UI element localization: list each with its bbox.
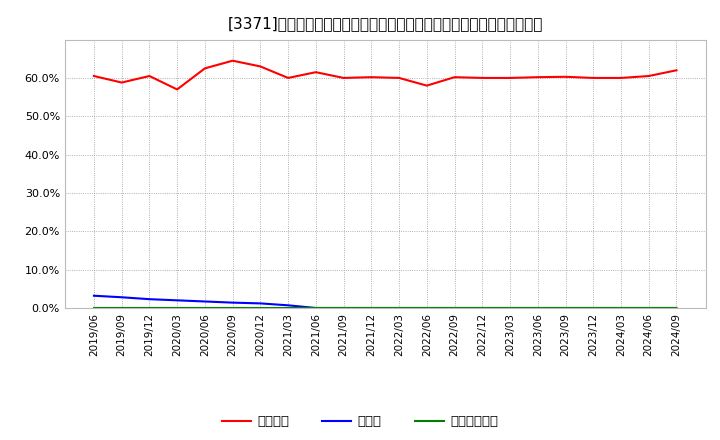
自己資本 — [395, 75, 403, 81]
のれん — [367, 305, 376, 311]
のれん — [423, 305, 431, 311]
自己資本 — [561, 74, 570, 80]
自己資本 — [672, 68, 681, 73]
Line: のれん: のれん — [94, 296, 677, 308]
繰延税金資産 — [672, 305, 681, 311]
自己資本 — [89, 73, 98, 79]
繰延税金資産 — [339, 305, 348, 311]
自己資本 — [367, 74, 376, 80]
繰延税金資産 — [256, 305, 265, 311]
自己資本 — [312, 70, 320, 75]
のれん — [228, 300, 237, 305]
自己資本 — [644, 73, 653, 79]
のれん — [589, 305, 598, 311]
繰延税金資産 — [173, 305, 181, 311]
自己資本 — [339, 75, 348, 81]
のれん — [561, 305, 570, 311]
のれん — [89, 293, 98, 298]
繰延税金資産 — [367, 305, 376, 311]
繰延税金資産 — [534, 305, 542, 311]
Line: 自己資本: 自己資本 — [94, 61, 677, 89]
繰延税金資産 — [423, 305, 431, 311]
のれん — [173, 298, 181, 303]
自己資本 — [450, 74, 459, 80]
のれん — [339, 305, 348, 311]
のれん — [450, 305, 459, 311]
自己資本 — [589, 75, 598, 81]
自己資本 — [256, 64, 265, 69]
のれん — [117, 295, 126, 300]
自己資本 — [284, 75, 292, 81]
繰延税金資産 — [644, 305, 653, 311]
繰延税金資産 — [89, 305, 98, 311]
のれん — [616, 305, 625, 311]
のれん — [534, 305, 542, 311]
自己資本 — [201, 66, 210, 71]
繰延税金資産 — [589, 305, 598, 311]
のれん — [256, 301, 265, 306]
Title: [3371]　自己資本、のれん、繰延税金資産の総資産に対する比率の推移: [3371] 自己資本、のれん、繰延税金資産の総資産に対する比率の推移 — [228, 16, 543, 32]
繰延税金資産 — [616, 305, 625, 311]
Legend: 自己資本, のれん, 繰延税金資産: 自己資本, のれん, 繰延税金資産 — [216, 410, 504, 433]
自己資本 — [117, 80, 126, 85]
自己資本 — [616, 75, 625, 81]
のれん — [145, 297, 154, 302]
自己資本 — [505, 75, 514, 81]
自己資本 — [423, 83, 431, 88]
繰延税金資産 — [145, 305, 154, 311]
繰延税金資産 — [228, 305, 237, 311]
のれん — [395, 305, 403, 311]
繰延税金資産 — [201, 305, 210, 311]
のれん — [644, 305, 653, 311]
自己資本 — [228, 58, 237, 63]
自己資本 — [534, 74, 542, 80]
のれん — [284, 303, 292, 308]
のれん — [478, 305, 487, 311]
自己資本 — [478, 75, 487, 81]
のれん — [312, 305, 320, 311]
繰延税金資産 — [312, 305, 320, 311]
のれん — [672, 305, 681, 311]
のれん — [201, 299, 210, 304]
繰延税金資産 — [284, 305, 292, 311]
自己資本 — [173, 87, 181, 92]
繰延税金資産 — [450, 305, 459, 311]
繰延税金資産 — [117, 305, 126, 311]
繰延税金資産 — [395, 305, 403, 311]
自己資本 — [145, 73, 154, 79]
繰延税金資産 — [561, 305, 570, 311]
繰延税金資産 — [505, 305, 514, 311]
のれん — [505, 305, 514, 311]
繰延税金資産 — [478, 305, 487, 311]
